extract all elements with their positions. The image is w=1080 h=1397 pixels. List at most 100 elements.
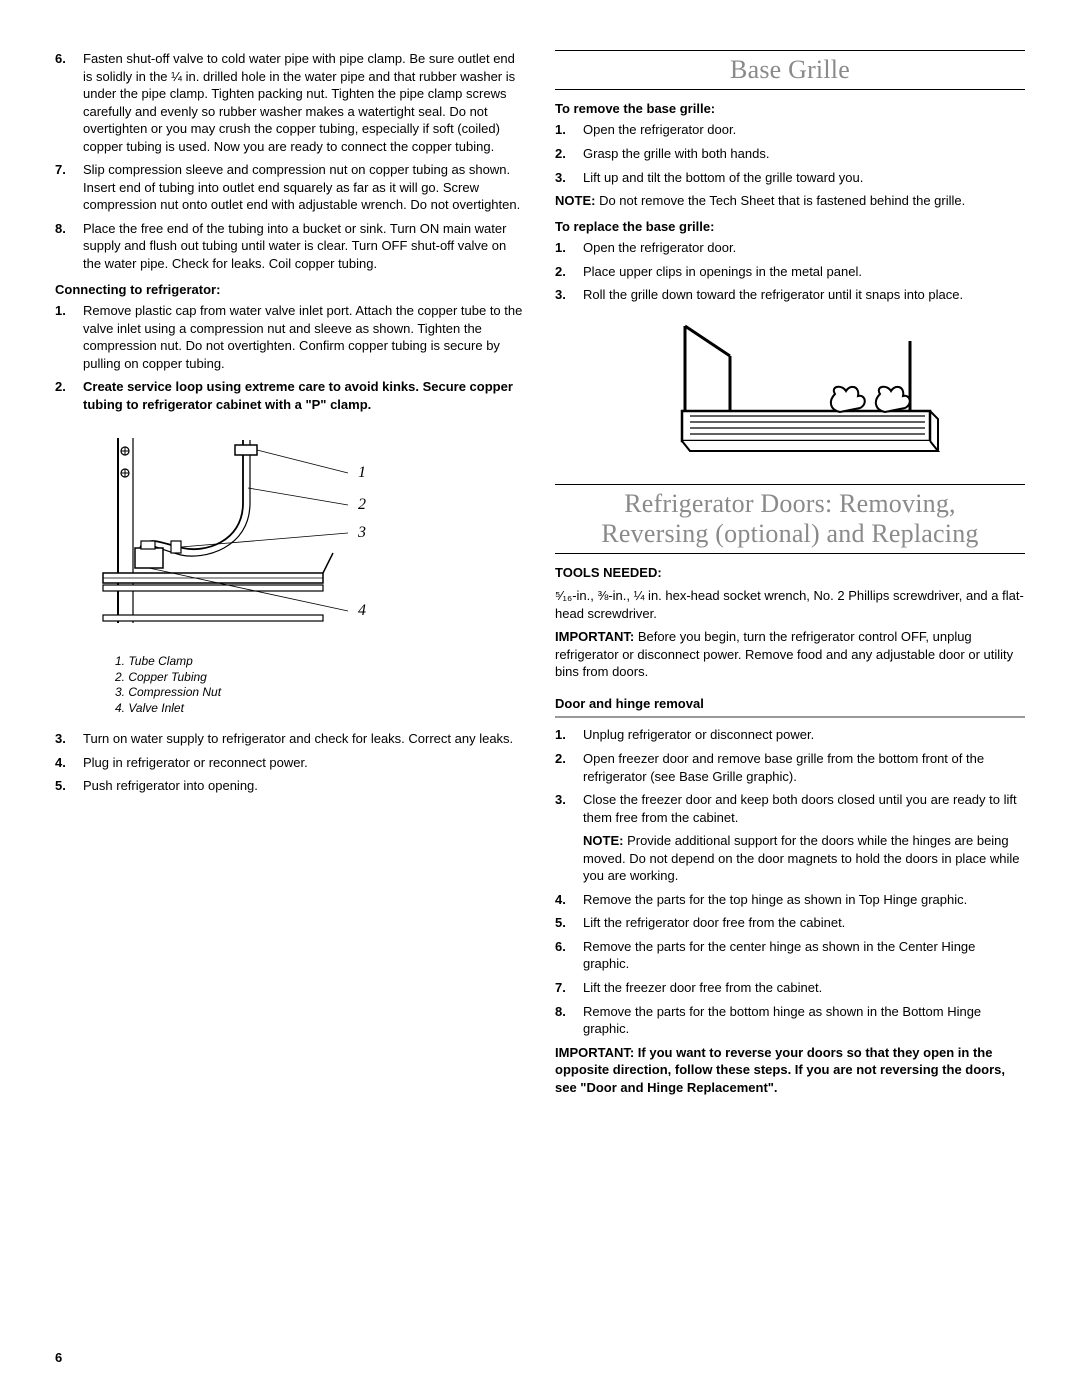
important-note: IMPORTANT: Before you begin, turn the re… <box>555 628 1025 681</box>
list-text: Lift up and tilt the bottom of the grill… <box>583 170 863 185</box>
list-number: 1. <box>555 726 566 744</box>
connecting-list: 1. Remove plastic cap from water valve in… <box>55 302 525 413</box>
replace-subhead: To replace the base grille: <box>555 218 1025 236</box>
list-number: 3. <box>555 791 566 809</box>
note-text: Provide additional support for the doors… <box>583 833 1020 883</box>
list-number: 1. <box>555 239 566 257</box>
rule-thin <box>555 716 1025 718</box>
list-item: 5. Push refrigerator into opening. <box>55 777 525 795</box>
list-item: 3. Roll the grille down toward the refrig… <box>555 286 1025 304</box>
remove-list: 1.Open the refrigerator door. 2. Grasp th… <box>555 121 1025 186</box>
remove-subhead: To remove the base grille: <box>555 100 1025 118</box>
list-item: 7. Slip compression sleeve and compressio… <box>55 161 525 214</box>
list-text: Lift the refrigerator door free from the… <box>583 915 845 930</box>
list-text: Slip compression sleeve and compression … <box>83 162 520 212</box>
list-text: Remove the parts for the bottom hinge as… <box>583 1004 981 1037</box>
list-item: 2. Open freezer door and remove base gril… <box>555 750 1025 785</box>
list-text: Remove the parts for the center hinge as… <box>583 939 975 972</box>
list-number: 7. <box>555 979 566 997</box>
caption-line: 3. Compression Nut <box>115 685 525 701</box>
list-text: Lift the freezer door free from the cabi… <box>583 980 822 995</box>
list-text: Push refrigerator into opening. <box>83 778 258 793</box>
list-text: Place the free end of the tubing into a … <box>83 221 506 271</box>
replace-list: 1. Open the refrigerator door. 2. Place up… <box>555 239 1025 304</box>
list-number: 6. <box>55 50 66 68</box>
list-item: 1. Remove plastic cap from water valve in… <box>55 302 525 372</box>
list-number: 6. <box>555 938 566 956</box>
connecting-subhead: Connecting to refrigerator: <box>55 281 525 299</box>
list-item: 8. Remove the parts for the bottom hinge … <box>555 1003 1025 1038</box>
list-text: Remove plastic cap from water valve inle… <box>83 303 522 371</box>
note-label: NOTE: <box>583 833 623 848</box>
callout-1: 1 <box>358 464 366 481</box>
list-number: 8. <box>555 1003 566 1021</box>
list-item: 1. Open the refrigerator door. <box>555 239 1025 257</box>
list-item: 8. Place the free end of the tubing into … <box>55 220 525 273</box>
list-item: 6. Remove the parts for the center hinge … <box>555 938 1025 973</box>
heading-line-2: Reversing (optional) and Replacing <box>601 519 978 548</box>
list-number: 2. <box>55 378 66 396</box>
tools-needed-head: TOOLS NEEDED: <box>555 564 1025 582</box>
rule <box>555 484 1025 485</box>
list-item: 5. Lift the refrigerator door free from t… <box>555 914 1025 932</box>
list-number: 3. <box>555 169 566 187</box>
list-item: 1.Open the refrigerator door. <box>555 121 1025 139</box>
tools-text: ⁵⁄₁₆-in., ⅜-in., ¼ in. hex-head socket w… <box>555 587 1025 622</box>
right-column: Base Grille To remove the base grille: 1… <box>555 50 1025 1102</box>
callout-3: 3 <box>357 524 366 541</box>
list-number: 3. <box>555 286 566 304</box>
caption-line: 2. Copper Tubing <box>115 670 525 686</box>
list-text: Unplug refrigerator or disconnect power. <box>583 727 814 742</box>
rule <box>555 553 1025 554</box>
list-number: 5. <box>555 914 566 932</box>
base-grille-diagram <box>630 316 950 466</box>
list-number: 1. <box>555 121 566 139</box>
list-text: Grasp the grille with both hands. <box>583 146 769 161</box>
list-item: 1. Unplug refrigerator or disconnect powe… <box>555 726 1025 744</box>
list-text: Turn on water supply to refrigerator and… <box>83 731 513 746</box>
list-item: 3. Lift up and tilt the bottom of the gri… <box>555 169 1025 187</box>
caption-line: 4. Valve Inlet <box>115 701 525 717</box>
list-text: Open freezer door and remove base grille… <box>583 751 984 784</box>
important-reverse: IMPORTANT: If you want to reverse your d… <box>555 1044 1025 1097</box>
list-number: 4. <box>555 891 566 909</box>
left-column: 6. Fasten shut-off valve to cold water pi… <box>55 50 525 1102</box>
list-number: 3. <box>55 730 66 748</box>
list-item: 4. Plug in refrigerator or reconnect powe… <box>55 754 525 772</box>
list-number: 2. <box>555 145 566 163</box>
note-label: NOTE: <box>555 193 595 208</box>
list-text: Create service loop using extreme care t… <box>83 379 513 412</box>
list-number: 1. <box>55 302 66 320</box>
list-item: 3. Close the freezer door and keep both … <box>555 791 1025 885</box>
list-text: Roll the grille down toward the refriger… <box>583 287 963 302</box>
list-text: Remove the parts for the top hinge as sh… <box>583 892 967 907</box>
list-text: Plug in refrigerator or reconnect power. <box>83 755 308 770</box>
list-number: 4. <box>55 754 66 772</box>
caption-line: 1. Tube Clamp <box>115 654 525 670</box>
list-number: 5. <box>55 777 66 795</box>
list-item: 6. Fasten shut-off valve to cold water pi… <box>55 50 525 155</box>
tubing-diagram: 1 2 3 4 <box>83 433 383 633</box>
list-after-figure: 3. Turn on water supply to refrigerator a… <box>55 730 525 795</box>
list-item: 2. Place upper clips in openings in the m… <box>555 263 1025 281</box>
list-note: NOTE: Provide additional support for the… <box>583 832 1025 885</box>
door-removal-subhead: Door and hinge removal <box>555 695 1025 713</box>
door-removal-list: 1. Unplug refrigerator or disconnect powe… <box>555 726 1025 1037</box>
page-number: 6 <box>55 1349 62 1367</box>
list-item: 4. Remove the parts for the top hinge as … <box>555 891 1025 909</box>
important-label: IMPORTANT: <box>555 629 634 644</box>
list-item: 7. Lift the freezer door free from the ca… <box>555 979 1025 997</box>
heading-line-1: Refrigerator Doors: Removing, <box>624 489 955 518</box>
list-continued: 6. Fasten shut-off valve to cold water pi… <box>55 50 525 273</box>
list-item: 2. Create service loop using extreme care… <box>55 378 525 413</box>
figure-caption: 1. Tube Clamp 2. Copper Tubing 3. Compre… <box>115 654 525 716</box>
list-text: Fasten shut-off valve to cold water pipe… <box>83 51 515 154</box>
list-text: Place upper clips in openings in the met… <box>583 264 862 279</box>
doors-heading: Refrigerator Doors: Removing, Reversing … <box>555 489 1025 549</box>
list-number: 7. <box>55 161 66 179</box>
list-text: Open the refrigerator door. <box>583 240 736 255</box>
list-number: 2. <box>555 750 566 768</box>
list-number: 8. <box>55 220 66 238</box>
note-tech-sheet: NOTE: Do not remove the Tech Sheet that … <box>555 192 1025 210</box>
list-number: 2. <box>555 263 566 281</box>
